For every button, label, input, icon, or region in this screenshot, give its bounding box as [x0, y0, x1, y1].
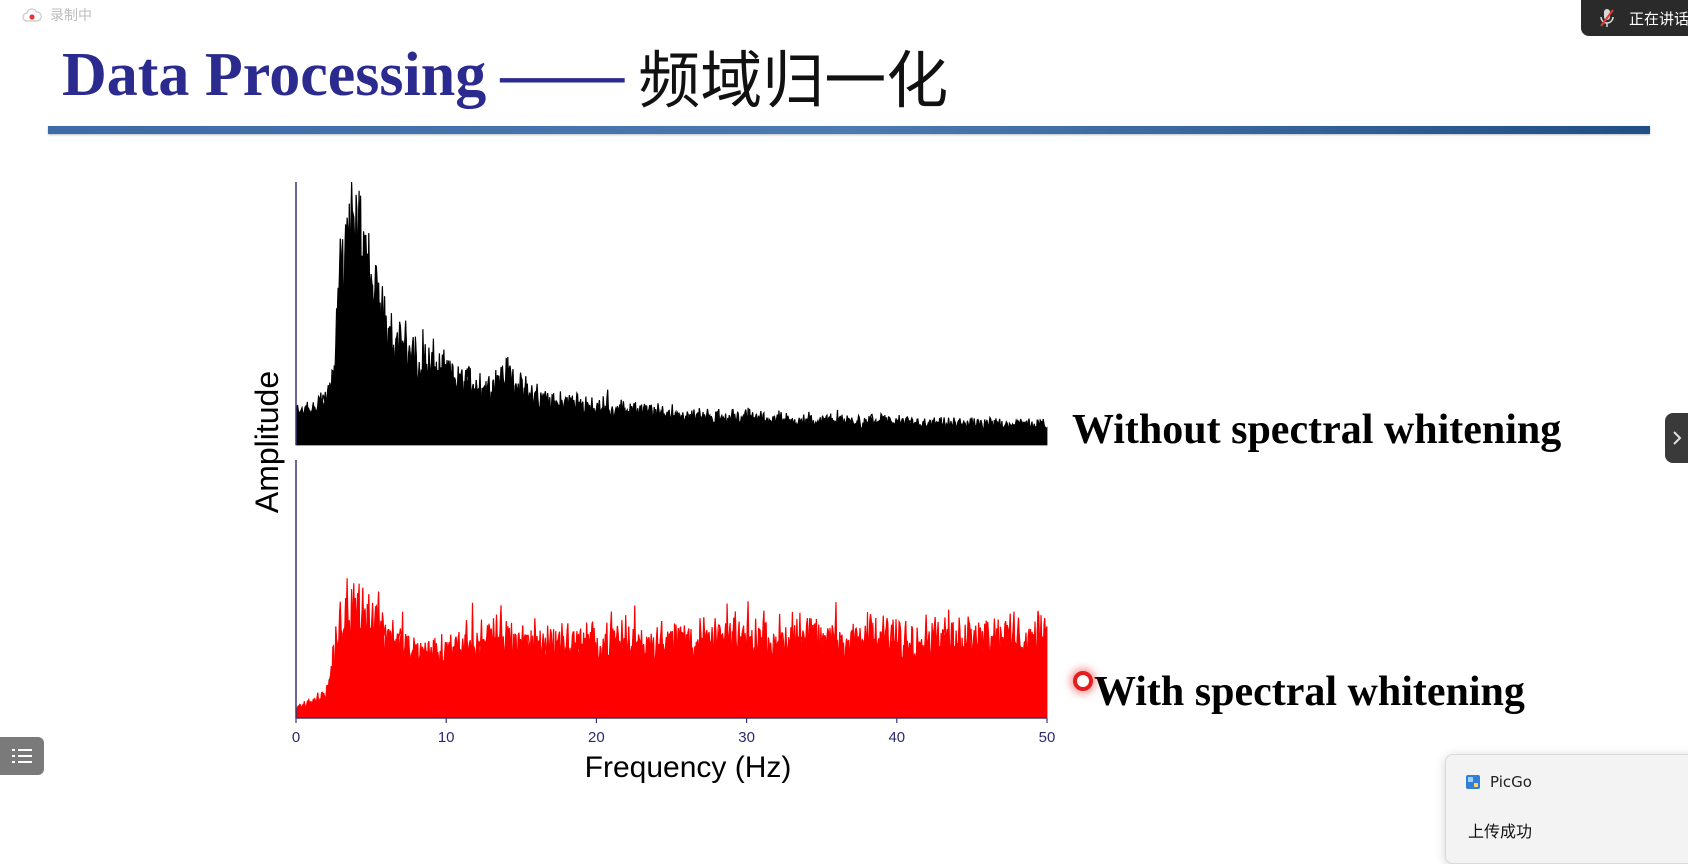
notification-app: PicGo	[1466, 773, 1532, 791]
speaking-indicator[interactable]: 正在讲话	[1581, 0, 1688, 36]
x-tick-label: 10	[438, 729, 455, 746]
list-icon	[12, 749, 32, 763]
cloud-recording-icon	[22, 8, 42, 22]
x-axis-label: Frequency (Hz)	[585, 751, 792, 784]
x-tick-label: 20	[588, 729, 605, 746]
legend-label-without-whitening: Without spectral whitening	[1072, 407, 1562, 453]
side-panel-toggle[interactable]	[1665, 413, 1688, 463]
series-without-whitening-area	[295, 181, 1048, 446]
slide-title-chinese: 频域归一化	[638, 44, 949, 117]
picgo-icon	[1466, 775, 1480, 789]
title-divider	[48, 126, 1650, 134]
slide-title: Data Processing —— 频域归一化	[62, 30, 948, 120]
recording-status-text: 录制中	[50, 8, 92, 24]
x-tick-label: 40	[888, 729, 905, 746]
legend-label-with-whitening: With spectral whitening	[1094, 669, 1525, 715]
mic-muted-icon	[1600, 9, 1614, 27]
series-without-whitening-line	[295, 181, 1048, 432]
notification-app-name: PicGo	[1490, 773, 1532, 791]
laser-pointer	[1073, 671, 1093, 691]
slide-title-english: Data Processing	[62, 40, 487, 109]
speaking-text: 正在讲话	[1629, 9, 1688, 28]
y-axis-label: Amplitude	[249, 371, 285, 513]
x-tick-label: 0	[292, 729, 300, 746]
notification-toast[interactable]: PicGo 上传成功	[1445, 754, 1688, 864]
x-tick-label: 30	[738, 729, 755, 746]
notification-message: 上传成功	[1468, 822, 1533, 841]
series-with-whitening-line	[295, 578, 1048, 711]
chevron-right-icon	[1672, 431, 1681, 445]
toc-button[interactable]	[0, 737, 44, 775]
x-tick-label: 50	[1039, 729, 1056, 746]
recording-indicator: 录制中	[22, 4, 92, 26]
slide-title-dash: ——	[500, 40, 625, 109]
spectrum-chart: 0 10 20 30 40 50 Amplitude Frequency (Hz)	[249, 181, 1056, 784]
